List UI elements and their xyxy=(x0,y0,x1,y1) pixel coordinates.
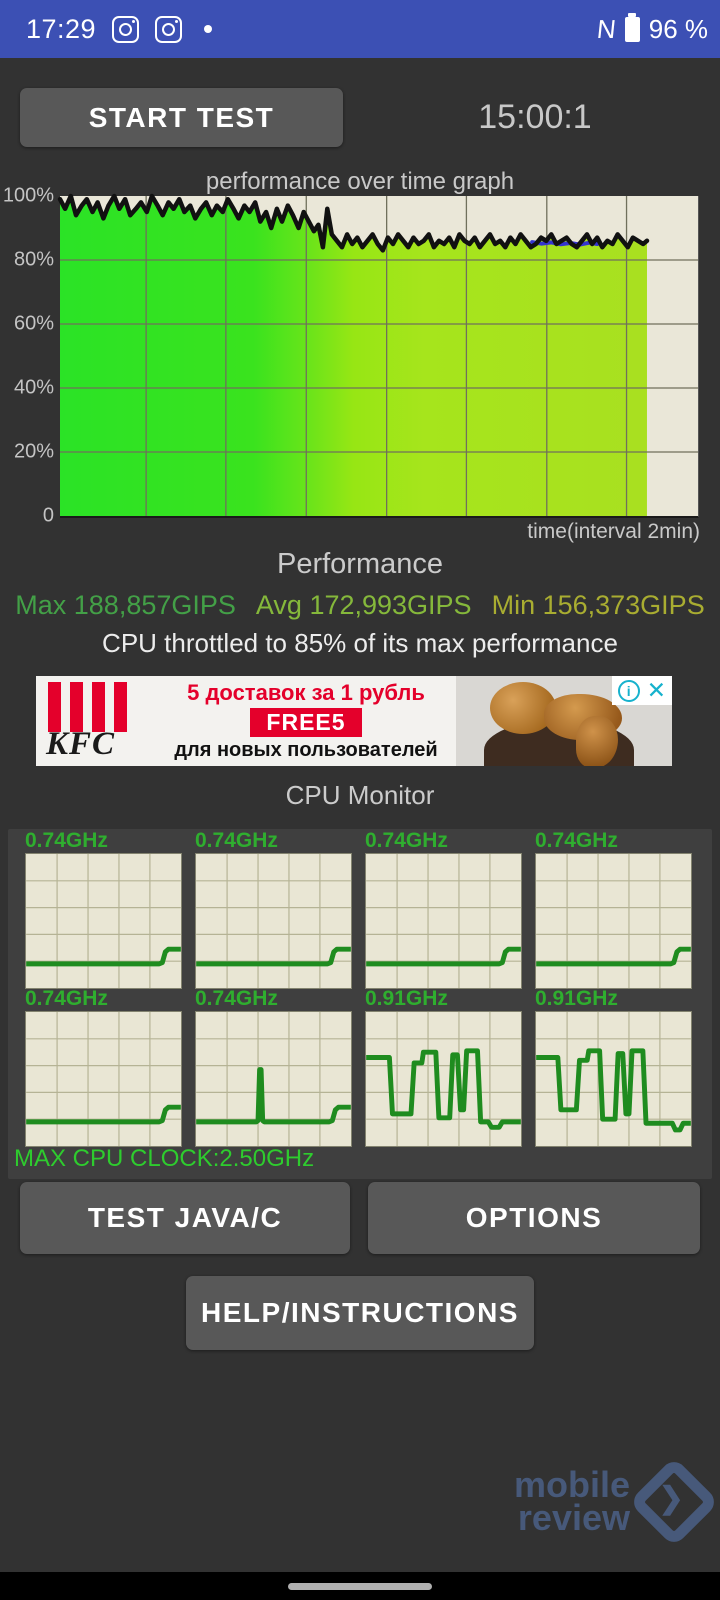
cpu-monitor-panel: 0.74GHz 0.74GHz 0.74GHz 0.74GHz 0.74GHz 0.74… xyxy=(8,829,712,1179)
gips-min: Min 156,373GIPS xyxy=(491,590,705,620)
y-axis-tick: 100% xyxy=(2,184,54,207)
y-axis-tick: 60% xyxy=(13,312,54,335)
throttle-note: CPU throttled to 85% of its max performa… xyxy=(102,628,618,658)
instagram-notification-icon xyxy=(112,15,140,43)
notification-dot-icon xyxy=(204,25,213,33)
performance-chart-svg xyxy=(57,193,698,516)
instagram-notification-icon-2 xyxy=(155,15,183,43)
gips-summary: Max 188,857GIPS Avg 172,993GIPS Min 156,… xyxy=(0,590,720,621)
chart-title: performance over time graph xyxy=(205,168,515,195)
cpu-core-graph-4: 0.74GHz xyxy=(535,829,692,989)
mobile-review-logo-icon: ❯ xyxy=(628,1456,720,1548)
battery-percent-text: 96 % xyxy=(648,13,708,44)
ad-coupon-code: FREE5 xyxy=(250,708,362,737)
y-axis-tick: 20% xyxy=(13,440,54,463)
y-axis-tick: 80% xyxy=(13,248,54,271)
y-axis-tick: 0 xyxy=(42,504,54,527)
gips-max: Max 188,857GIPS xyxy=(15,590,236,620)
navigation-bar xyxy=(0,1572,720,1600)
max-cpu-clock-text: MAX CPU CLOCK:2.50GHz xyxy=(14,1145,315,1172)
kfc-stripes-logo xyxy=(48,682,127,732)
help-instructions-button[interactable]: HELP/INSTRUCTIONS xyxy=(186,1276,534,1350)
x-axis-label: time(interval 2min) xyxy=(527,520,700,543)
cpu-core-graph-7: 0.91GHz xyxy=(365,987,522,1147)
cpu-core-row-1: 0.74GHz 0.74GHz 0.74GHz 0.74GHz xyxy=(25,829,692,989)
cpu-core-freq-label: 0.74GHz xyxy=(535,829,618,852)
status-bar: 17:29 N 96 % xyxy=(0,0,720,58)
nfc-icon: N xyxy=(595,13,618,44)
y-axis-tick: 40% xyxy=(13,376,54,399)
ad-headline: 5 доставок за 1 рубль xyxy=(187,680,425,705)
battery-icon xyxy=(624,12,640,42)
cpu-core-graph-2: 0.74GHz xyxy=(195,829,352,989)
cpu-core-freq-label: 0.74GHz xyxy=(25,987,108,1010)
cpu-monitor-heading: CPU Monitor xyxy=(285,780,435,810)
y-axis: 100% 80% 60% 40% 20% 0 xyxy=(0,185,54,527)
test-java-button[interactable]: TEST JAVA/C xyxy=(20,1182,350,1254)
ad-banner[interactable]: KFC 5 доставок за 1 рубль FREE5 для новы… xyxy=(36,676,672,766)
performance-heading: Performance xyxy=(276,548,443,580)
performance-chart xyxy=(57,193,699,518)
ad-close-icon[interactable]: ✕ xyxy=(646,677,666,703)
home-indicator[interactable] xyxy=(288,1583,432,1590)
cpu-core-freq-label: 0.74GHz xyxy=(195,987,278,1010)
gips-avg: Avg 172,993GIPS xyxy=(255,590,472,620)
clock-text: 17:29 xyxy=(26,13,97,44)
status-bar-right: N 96 % xyxy=(595,0,708,58)
adchoices-control: i ✕ xyxy=(611,676,672,705)
cpu-core-freq-label: 0.74GHz xyxy=(25,829,108,852)
ad-text-block: 5 доставок за 1 рубль FREE5 для новых по… xyxy=(166,680,446,762)
cpu-core-freq-label: 0.91GHz xyxy=(535,987,618,1010)
cpu-core-graph-1: 0.74GHz xyxy=(25,829,182,989)
cpu-core-graph-8: 0.91GHz xyxy=(535,987,692,1147)
cpu-core-freq-label: 0.74GHz xyxy=(195,829,278,852)
watermark-text: mobile review xyxy=(513,1464,630,1539)
start-test-button[interactable]: START TEST xyxy=(20,88,343,147)
cpu-core-row-2: 0.74GHz 0.74GHz 0.91GHz 0.91GHz xyxy=(25,987,692,1147)
options-button[interactable]: OPTIONS xyxy=(368,1182,700,1254)
mobile-review-watermark: mobile review ❯ xyxy=(400,1456,720,1548)
ad-subline: для новых пользователей xyxy=(174,739,438,761)
cpu-core-graph-5: 0.74GHz xyxy=(25,987,182,1147)
cpu-core-freq-label: 0.91GHz xyxy=(365,987,448,1010)
cpu-core-graph-3: 0.74GHz xyxy=(365,829,522,989)
cpu-core-freq-label: 0.74GHz xyxy=(365,829,448,852)
timer-display: 15:00:1 xyxy=(478,98,592,136)
kfc-logo-text: KFC xyxy=(46,726,116,762)
ad-info-icon[interactable]: i xyxy=(617,679,640,702)
cpu-core-graph-6: 0.74GHz xyxy=(195,987,352,1147)
